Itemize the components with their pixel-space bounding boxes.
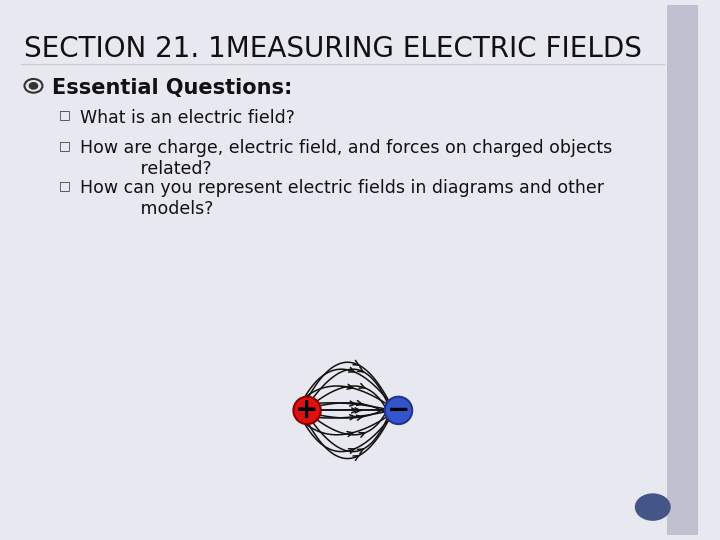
Text: □: □ [59, 179, 71, 192]
Text: −: − [387, 396, 410, 424]
Circle shape [294, 397, 321, 424]
Text: How can you represent electric fields in diagrams and other
           models?: How can you represent electric fields in… [80, 179, 604, 218]
Circle shape [384, 397, 413, 424]
Text: +: + [295, 396, 319, 424]
Text: □: □ [59, 139, 71, 152]
Circle shape [30, 83, 37, 89]
Text: SECTION 21. 1MEASURING ELECTRIC FIELDS: SECTION 21. 1MEASURING ELECTRIC FIELDS [24, 35, 642, 63]
Text: How are charge, electric field, and forces on charged objects
           related: How are charge, electric field, and forc… [80, 139, 612, 178]
Text: □: □ [59, 109, 71, 122]
Text: What is an electric field?: What is an electric field? [80, 109, 294, 126]
Circle shape [635, 494, 671, 521]
Text: Essential Questions:: Essential Questions: [52, 78, 292, 98]
Bar [667, 5, 698, 535]
